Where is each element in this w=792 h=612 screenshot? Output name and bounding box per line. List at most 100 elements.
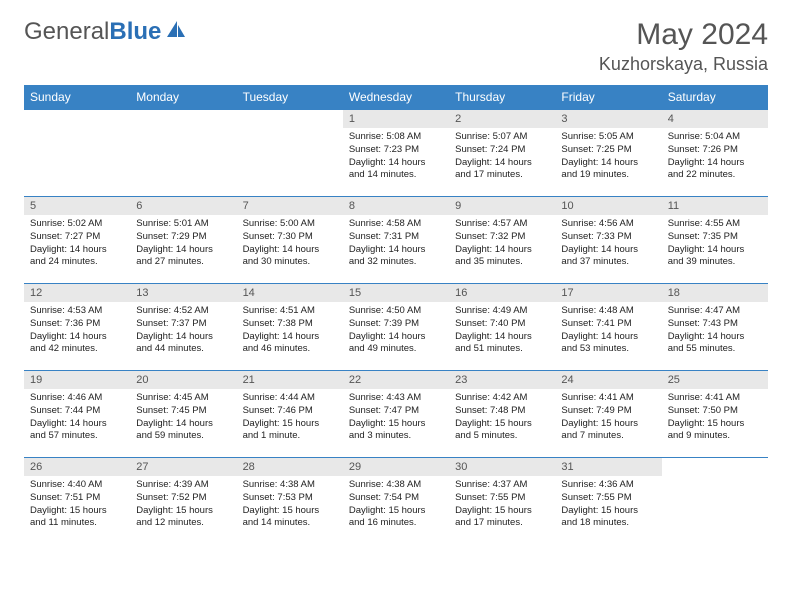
day-number: 18 [662, 284, 768, 302]
day-number: 11 [662, 197, 768, 215]
day-details: Sunrise: 4:44 AMSunset: 7:46 PMDaylight:… [237, 389, 343, 446]
sail-icon [165, 18, 187, 46]
calendar-table: SundayMondayTuesdayWednesdayThursdayFrid… [24, 85, 768, 545]
day-details: Sunrise: 4:57 AMSunset: 7:32 PMDaylight:… [449, 215, 555, 272]
day-details: Sunrise: 4:55 AMSunset: 7:35 PMDaylight:… [662, 215, 768, 272]
day-details: Sunrise: 4:41 AMSunset: 7:50 PMDaylight:… [662, 389, 768, 446]
day-details: Sunrise: 4:41 AMSunset: 7:49 PMDaylight:… [555, 389, 661, 446]
day-details: Sunrise: 4:52 AMSunset: 7:37 PMDaylight:… [130, 302, 236, 359]
brand-part2: Blue [109, 18, 161, 46]
day-details: Sunrise: 4:48 AMSunset: 7:41 PMDaylight:… [555, 302, 661, 359]
calendar-cell: 22Sunrise: 4:43 AMSunset: 7:47 PMDayligh… [343, 371, 449, 458]
calendar-cell [130, 110, 236, 197]
calendar-cell: 20Sunrise: 4:45 AMSunset: 7:45 PMDayligh… [130, 371, 236, 458]
calendar-cell: 6Sunrise: 5:01 AMSunset: 7:29 PMDaylight… [130, 197, 236, 284]
calendar-cell: 12Sunrise: 4:53 AMSunset: 7:36 PMDayligh… [24, 284, 130, 371]
day-details: Sunrise: 4:38 AMSunset: 7:54 PMDaylight:… [343, 476, 449, 533]
day-number: 30 [449, 458, 555, 476]
location-label: Kuzhorskaya, Russia [599, 54, 768, 75]
day-details: Sunrise: 4:53 AMSunset: 7:36 PMDaylight:… [24, 302, 130, 359]
day-details: Sunrise: 5:01 AMSunset: 7:29 PMDaylight:… [130, 215, 236, 272]
day-details: Sunrise: 4:40 AMSunset: 7:51 PMDaylight:… [24, 476, 130, 533]
calendar-cell [24, 110, 130, 197]
calendar-header-row: SundayMondayTuesdayWednesdayThursdayFrid… [24, 85, 768, 110]
day-number: 28 [237, 458, 343, 476]
calendar-cell: 11Sunrise: 4:55 AMSunset: 7:35 PMDayligh… [662, 197, 768, 284]
calendar-cell: 29Sunrise: 4:38 AMSunset: 7:54 PMDayligh… [343, 458, 449, 545]
day-number: 31 [555, 458, 661, 476]
day-number: 15 [343, 284, 449, 302]
day-number: 16 [449, 284, 555, 302]
day-details: Sunrise: 5:04 AMSunset: 7:26 PMDaylight:… [662, 128, 768, 185]
day-details: Sunrise: 4:56 AMSunset: 7:33 PMDaylight:… [555, 215, 661, 272]
weekday-header: Friday [555, 85, 661, 110]
calendar-cell: 23Sunrise: 4:42 AMSunset: 7:48 PMDayligh… [449, 371, 555, 458]
calendar-cell: 16Sunrise: 4:49 AMSunset: 7:40 PMDayligh… [449, 284, 555, 371]
day-number: 19 [24, 371, 130, 389]
day-number: 12 [24, 284, 130, 302]
calendar-cell: 27Sunrise: 4:39 AMSunset: 7:52 PMDayligh… [130, 458, 236, 545]
day-details: Sunrise: 5:05 AMSunset: 7:25 PMDaylight:… [555, 128, 661, 185]
calendar-cell: 18Sunrise: 4:47 AMSunset: 7:43 PMDayligh… [662, 284, 768, 371]
day-details: Sunrise: 5:07 AMSunset: 7:24 PMDaylight:… [449, 128, 555, 185]
day-number: 10 [555, 197, 661, 215]
day-number: 26 [24, 458, 130, 476]
weekday-header: Thursday [449, 85, 555, 110]
calendar-cell: 5Sunrise: 5:02 AMSunset: 7:27 PMDaylight… [24, 197, 130, 284]
day-details: Sunrise: 4:50 AMSunset: 7:39 PMDaylight:… [343, 302, 449, 359]
day-number: 7 [237, 197, 343, 215]
page-header: GeneralBlue May 2024 Kuzhorskaya, Russia [24, 18, 768, 75]
weekday-header: Monday [130, 85, 236, 110]
calendar-cell: 10Sunrise: 4:56 AMSunset: 7:33 PMDayligh… [555, 197, 661, 284]
day-details: Sunrise: 4:49 AMSunset: 7:40 PMDaylight:… [449, 302, 555, 359]
calendar-cell: 13Sunrise: 4:52 AMSunset: 7:37 PMDayligh… [130, 284, 236, 371]
brand-part1: General [24, 18, 109, 46]
day-number: 29 [343, 458, 449, 476]
weekday-header: Sunday [24, 85, 130, 110]
calendar-cell: 30Sunrise: 4:37 AMSunset: 7:55 PMDayligh… [449, 458, 555, 545]
calendar-cell: 28Sunrise: 4:38 AMSunset: 7:53 PMDayligh… [237, 458, 343, 545]
calendar-row: 19Sunrise: 4:46 AMSunset: 7:44 PMDayligh… [24, 371, 768, 458]
day-number: 13 [130, 284, 236, 302]
month-title: May 2024 [599, 18, 768, 52]
day-details: Sunrise: 4:45 AMSunset: 7:45 PMDaylight:… [130, 389, 236, 446]
calendar-cell: 4Sunrise: 5:04 AMSunset: 7:26 PMDaylight… [662, 110, 768, 197]
calendar-body: 1Sunrise: 5:08 AMSunset: 7:23 PMDaylight… [24, 110, 768, 545]
calendar-row: 26Sunrise: 4:40 AMSunset: 7:51 PMDayligh… [24, 458, 768, 545]
day-number: 20 [130, 371, 236, 389]
day-details: Sunrise: 4:47 AMSunset: 7:43 PMDaylight:… [662, 302, 768, 359]
calendar-cell: 7Sunrise: 5:00 AMSunset: 7:30 PMDaylight… [237, 197, 343, 284]
day-details: Sunrise: 4:38 AMSunset: 7:53 PMDaylight:… [237, 476, 343, 533]
day-details: Sunrise: 5:08 AMSunset: 7:23 PMDaylight:… [343, 128, 449, 185]
day-details: Sunrise: 5:02 AMSunset: 7:27 PMDaylight:… [24, 215, 130, 272]
calendar-cell: 21Sunrise: 4:44 AMSunset: 7:46 PMDayligh… [237, 371, 343, 458]
day-details: Sunrise: 4:39 AMSunset: 7:52 PMDaylight:… [130, 476, 236, 533]
calendar-cell: 24Sunrise: 4:41 AMSunset: 7:49 PMDayligh… [555, 371, 661, 458]
calendar-cell: 1Sunrise: 5:08 AMSunset: 7:23 PMDaylight… [343, 110, 449, 197]
day-details: Sunrise: 4:43 AMSunset: 7:47 PMDaylight:… [343, 389, 449, 446]
day-number: 5 [24, 197, 130, 215]
day-number: 4 [662, 110, 768, 128]
calendar-cell: 14Sunrise: 4:51 AMSunset: 7:38 PMDayligh… [237, 284, 343, 371]
day-number: 8 [343, 197, 449, 215]
calendar-cell: 15Sunrise: 4:50 AMSunset: 7:39 PMDayligh… [343, 284, 449, 371]
calendar-cell: 26Sunrise: 4:40 AMSunset: 7:51 PMDayligh… [24, 458, 130, 545]
day-details: Sunrise: 4:37 AMSunset: 7:55 PMDaylight:… [449, 476, 555, 533]
day-number: 27 [130, 458, 236, 476]
day-number: 22 [343, 371, 449, 389]
calendar-cell: 3Sunrise: 5:05 AMSunset: 7:25 PMDaylight… [555, 110, 661, 197]
day-details: Sunrise: 4:58 AMSunset: 7:31 PMDaylight:… [343, 215, 449, 272]
weekday-header: Tuesday [237, 85, 343, 110]
calendar-row: 12Sunrise: 4:53 AMSunset: 7:36 PMDayligh… [24, 284, 768, 371]
day-details: Sunrise: 5:00 AMSunset: 7:30 PMDaylight:… [237, 215, 343, 272]
day-details: Sunrise: 4:42 AMSunset: 7:48 PMDaylight:… [449, 389, 555, 446]
title-block: May 2024 Kuzhorskaya, Russia [599, 18, 768, 75]
day-number: 25 [662, 371, 768, 389]
day-number: 3 [555, 110, 661, 128]
day-number: 23 [449, 371, 555, 389]
calendar-cell: 8Sunrise: 4:58 AMSunset: 7:31 PMDaylight… [343, 197, 449, 284]
day-details: Sunrise: 4:46 AMSunset: 7:44 PMDaylight:… [24, 389, 130, 446]
day-number: 21 [237, 371, 343, 389]
calendar-cell: 19Sunrise: 4:46 AMSunset: 7:44 PMDayligh… [24, 371, 130, 458]
day-details: Sunrise: 4:36 AMSunset: 7:55 PMDaylight:… [555, 476, 661, 533]
